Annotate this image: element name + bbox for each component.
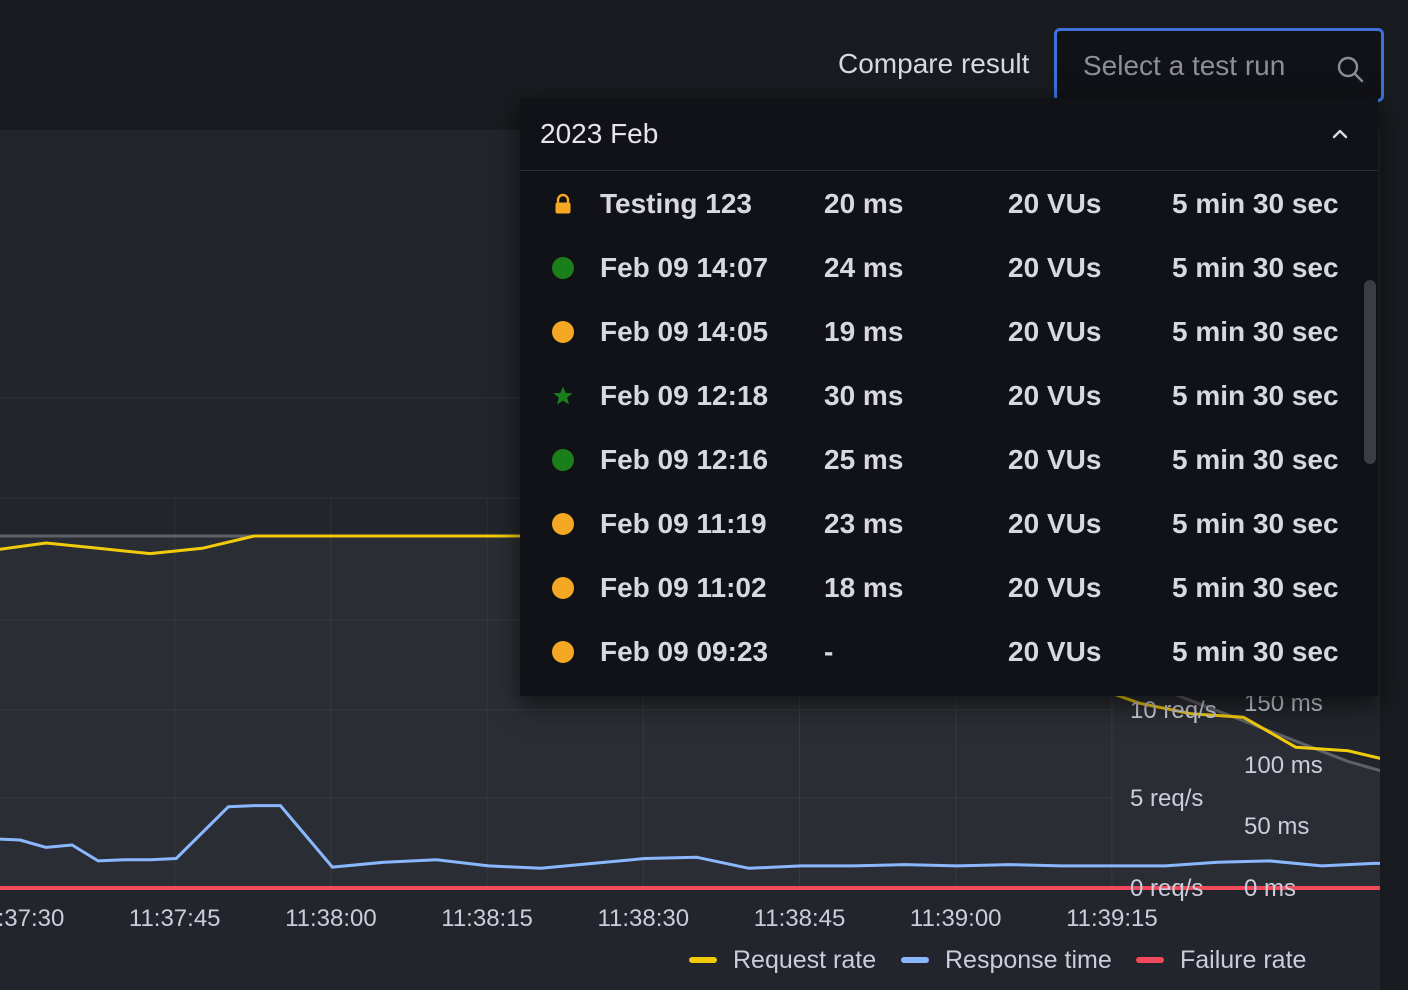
test-run-name: Feb 09 11:19 xyxy=(600,508,767,539)
legend-item-response-time[interactable]: Response time xyxy=(901,942,1112,978)
lock-icon xyxy=(555,193,571,214)
search-icon xyxy=(1337,56,1364,83)
x-tick-label: 11:38:15 xyxy=(441,905,533,932)
test-run-name: Feb 09 14:07 xyxy=(600,252,769,283)
legend-swatch-request-rate xyxy=(689,957,717,963)
test-run-duration: 5 min 30 sec xyxy=(1172,508,1339,539)
status-warning-icon xyxy=(552,577,574,599)
test-run-row[interactable]: Feb 09 11:19 23 ms 20 VUs 5 min 30 sec xyxy=(520,492,1378,556)
status-passed-icon xyxy=(552,449,574,471)
test-run-vus: 20 VUs xyxy=(1008,572,1102,603)
test-run-name: Feb 09 12:16 xyxy=(600,444,769,475)
test-run-row[interactable]: Feb 09 11:02 18 ms 20 VUs 5 min 30 sec xyxy=(520,556,1378,620)
y-tick-label-req: 10 req/s xyxy=(1130,697,1217,724)
y-tick-label-ms: 0 ms xyxy=(1244,875,1296,902)
comparison-area xyxy=(0,536,1380,888)
dropdown-scrollbar[interactable] xyxy=(1364,280,1376,464)
test-run-duration: 5 min 30 sec xyxy=(1172,444,1339,475)
status-warning-icon xyxy=(552,321,574,343)
test-run-name: Feb 09 12:18 xyxy=(600,380,769,411)
test-run-response-time: 18 ms xyxy=(824,572,904,603)
legend-label-failure-rate: Failure rate xyxy=(1180,945,1307,974)
test-run-name: Feb 09 11:02 xyxy=(600,572,767,603)
legend-label-request-rate: Request rate xyxy=(733,945,877,974)
y-tick-label-req: 0 req/s xyxy=(1130,875,1203,902)
test-run-duration: 5 min 30 sec xyxy=(1172,188,1339,219)
chevron-up-icon[interactable] xyxy=(1328,122,1352,146)
chart-axis-labels: 11:37:30 11:37:45 11:38:00 11:38:15 11:38:30… xyxy=(0,690,1323,932)
y-tick-label-ms: 100 ms xyxy=(1244,752,1323,779)
star-icon xyxy=(553,386,573,405)
test-run-select-placeholder: Select a test run xyxy=(1083,50,1286,81)
x-tick-label: 11:38:00 xyxy=(285,905,377,932)
y-tick-label-req: 5 req/s xyxy=(1130,785,1203,812)
x-tick-label: 11:39:15 xyxy=(1066,905,1158,932)
panel-gutter xyxy=(1380,130,1408,990)
test-run-response-time: 19 ms xyxy=(824,316,904,347)
test-run-duration: 5 min 30 sec xyxy=(1172,636,1339,667)
legend-label-response-time: Response time xyxy=(945,945,1112,974)
test-run-name: Testing 123 xyxy=(600,188,752,219)
series-line-response-time xyxy=(0,804,1380,870)
test-run-response-time: 25 ms xyxy=(824,444,904,475)
test-run-name: Feb 09 14:05 xyxy=(600,316,769,347)
test-run-row[interactable]: Feb 09 12:16 25 ms 20 VUs 5 min 30 sec xyxy=(520,428,1378,492)
test-run-select[interactable]: Select a test run xyxy=(1054,28,1384,102)
x-tick-label: 11:39:00 xyxy=(910,905,1002,932)
legend-item-request-rate[interactable]: Request rate xyxy=(689,942,876,978)
test-run-vus: 20 VUs xyxy=(1008,636,1102,667)
legend-swatch-failure-rate xyxy=(1136,957,1164,963)
test-run-response-time: 20 ms xyxy=(824,188,904,219)
test-run-row[interactable]: Testing 123 20 ms 20 VUs 5 min 30 sec xyxy=(520,172,1378,236)
test-run-duration: 5 min 30 sec xyxy=(1172,572,1339,603)
test-run-duration: 5 min 30 sec xyxy=(1172,252,1339,283)
month-group-title: 2023 Feb xyxy=(540,118,659,149)
legend-item-failure-rate[interactable]: Failure rate xyxy=(1136,942,1306,978)
status-warning-icon xyxy=(552,513,574,535)
status-warning-icon xyxy=(552,641,574,663)
test-run-dropdown: 2023 Feb Testing 123 20 ms 20 VUs 5 min … xyxy=(520,98,1378,696)
test-run-row[interactable]: Feb 09 12:18 30 ms 20 VUs 5 min 30 sec xyxy=(520,364,1378,428)
test-run-name: Feb 09 09:23 xyxy=(600,636,769,667)
test-run-response-time: - xyxy=(824,636,834,667)
test-run-row[interactable]: Feb 09 14:05 19 ms 20 VUs 5 min 30 sec xyxy=(520,300,1378,364)
test-run-vus: 20 VUs xyxy=(1008,508,1102,539)
x-tick-label: 11:38:30 xyxy=(597,905,689,932)
test-run-vus: 20 VUs xyxy=(1008,444,1102,475)
compare-result-label: Compare result xyxy=(838,48,1030,79)
test-run-vus: 20 VUs xyxy=(1008,380,1102,411)
x-tick-label: 11:37:45 xyxy=(129,905,221,932)
x-tick-label: 11:38:45 xyxy=(754,905,846,932)
x-tick-label: 11:37:30 xyxy=(0,905,64,932)
test-run-row[interactable]: Feb 09 09:23 - 20 VUs 5 min 30 sec xyxy=(520,620,1378,684)
legend-swatch-response-time xyxy=(901,957,929,963)
test-run-response-time: 23 ms xyxy=(824,508,904,539)
y-tick-label-ms: 50 ms xyxy=(1244,813,1309,840)
month-group-header[interactable]: 2023 Feb xyxy=(520,98,1378,171)
test-run-duration: 5 min 30 sec xyxy=(1172,316,1339,347)
test-run-duration: 5 min 30 sec xyxy=(1172,380,1339,411)
test-run-response-time: 30 ms xyxy=(824,380,904,411)
status-passed-icon xyxy=(552,257,574,279)
test-run-response-time: 24 ms xyxy=(824,252,904,283)
test-run-row[interactable]: Feb 09 14:07 24 ms 20 VUs 5 min 30 sec xyxy=(520,236,1378,300)
test-run-vus: 20 VUs xyxy=(1008,252,1102,283)
test-run-vus: 20 VUs xyxy=(1008,316,1102,347)
test-run-vus: 20 VUs xyxy=(1008,188,1102,219)
